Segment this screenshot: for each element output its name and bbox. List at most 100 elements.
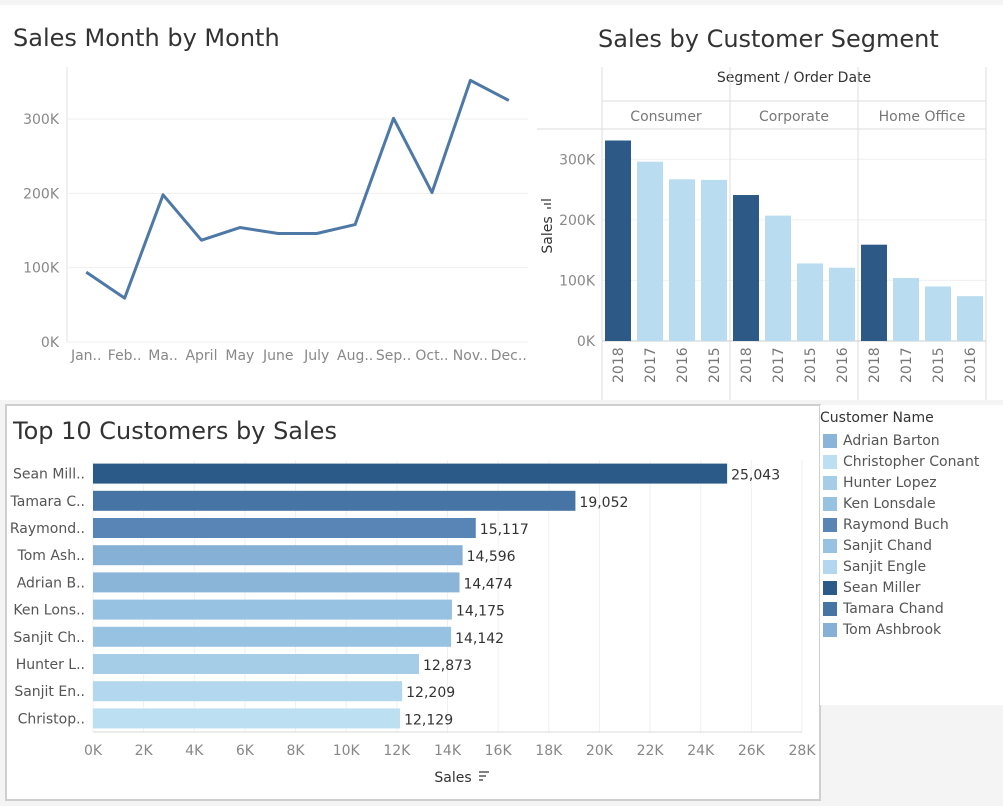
line-x-tick-label: Feb.. — [108, 348, 142, 364]
legend-swatch — [823, 496, 837, 511]
hbar-x-tick-label: 6K — [236, 743, 255, 759]
hbar-category-label: Sean Mill.. — [13, 467, 85, 483]
segment-chart-title: Sales by Customer Segment — [598, 25, 939, 53]
line-x-tick-label: Ma.. — [148, 348, 178, 364]
sales-line — [85, 78, 510, 300]
line-y-tick-label: 100K — [23, 261, 60, 277]
segment-bar — [797, 263, 823, 341]
line-x-tick-label: Jan.. — [70, 348, 101, 364]
line-x-tick-label: Aug.. — [337, 348, 373, 364]
legend-item[interactable]: Adrian Barton — [823, 430, 940, 451]
hbar-bar — [93, 545, 463, 566]
legend-swatch — [823, 601, 837, 616]
legend-item[interactable]: Sanjit Chand — [823, 535, 932, 556]
line-x-tick-label: Sep.. — [376, 348, 411, 364]
hbar-category-label: Christop.. — [18, 711, 85, 727]
hbar-x-tick-label: 26K — [738, 743, 766, 759]
hbar-x-tick-label: 2K — [135, 743, 154, 759]
legend-item[interactable]: Sean Miller — [823, 577, 921, 598]
segment-y-tick-label: 300K — [559, 152, 596, 168]
hbar-x-tick-label: 10K — [333, 743, 361, 759]
hbar-value-label: 14,142 — [455, 631, 504, 647]
segment-x-tick-label: 2017 — [899, 347, 915, 383]
customer-legend: Customer Name Adrian Barton Christopher C… — [820, 405, 1003, 705]
hbar-value-label: 19,052 — [579, 495, 628, 511]
segment-x-tick-label: 2018 — [867, 347, 883, 383]
hbar-category-label: Adrian B.. — [17, 575, 85, 591]
segment-x-tick-label: 2016 — [835, 347, 851, 383]
hbar-value-label: 12,129 — [404, 712, 453, 728]
hbar-bar — [93, 708, 401, 729]
segment-x-tick-label: 2015 — [931, 347, 947, 383]
hbar-x-tick-label: 8K — [287, 743, 306, 759]
line-x-tick-label: July — [303, 348, 329, 364]
legend-item[interactable]: Ken Lonsdale — [823, 493, 936, 514]
hbar-x-tick-label: 12K — [383, 743, 411, 759]
segment-x-tick-label: 2016 — [963, 347, 979, 383]
line-x-tick-label: Nov.. — [453, 348, 488, 364]
line-chart-title: Sales Month by Month — [13, 24, 280, 52]
hbar-x-tick-label: 20K — [586, 743, 614, 759]
hbar-category-label: Hunter L.. — [16, 657, 85, 673]
line-x-tick-label: April — [185, 348, 217, 364]
line-y-tick-label: 200K — [23, 186, 60, 202]
hbar-bar — [93, 518, 476, 538]
segment-bar — [925, 286, 951, 341]
legend-label: Adrian Barton — [843, 432, 940, 449]
hbar-category-label: Ken Lons.. — [13, 603, 85, 619]
line-chart: 0K 100K 200K 300K Jan.. Feb.. Ma.. April May June… — [23, 67, 528, 364]
legend-item[interactable]: Christopher Conant — [823, 451, 979, 472]
legend-swatch — [823, 538, 837, 553]
segment-x-tick-label: 2018 — [739, 347, 755, 383]
hbar-x-tick-label: 22K — [637, 743, 665, 759]
hbar-value-label: 14,474 — [464, 576, 513, 592]
segment-group-label: Corporate — [759, 109, 829, 125]
hbar-x-tick-label: 16K — [485, 743, 513, 759]
legend-item[interactable]: Hunter Lopez — [823, 472, 937, 493]
line-y-tick-label: 300K — [23, 112, 60, 128]
segment-bar — [637, 161, 663, 341]
hbar-x-axis-title: Sales — [434, 770, 471, 786]
top-customers-panel: Top 10 Customers by Sales 0K 2K 4K 6K 8K 10K 1… — [5, 404, 821, 801]
segment-y-tick-label: 0K — [577, 334, 596, 350]
top-customers-title: Top 10 Customers by Sales — [13, 417, 337, 445]
hbar-bar — [93, 654, 419, 674]
line-x-tick-label: Dec.. — [491, 348, 527, 364]
hbar-x-tick-label: 0K — [84, 743, 103, 759]
legend-swatch — [823, 517, 837, 532]
legend-item[interactable]: Tamara Chand — [823, 598, 944, 619]
segment-x-tick-label: 2016 — [675, 347, 691, 383]
legend-label: Sean Miller — [843, 579, 921, 596]
hbar-x-tick-label: 14K — [434, 743, 462, 759]
legend-label: Hunter Lopez — [843, 474, 937, 491]
segment-x-tick-label: 2018 — [611, 347, 627, 383]
segment-bar — [765, 215, 791, 341]
legend-label: Tamara Chand — [843, 600, 944, 617]
segment-bar — [669, 179, 695, 341]
hbar-value-label: 12,209 — [406, 685, 455, 701]
hbar-value-label: 12,873 — [423, 658, 472, 674]
hbar-category-label: Raymond.. — [10, 521, 85, 537]
legend-swatch — [823, 454, 837, 469]
hbar-x-tick-label: 28K — [789, 743, 817, 759]
segment-y-tick-label: 100K — [559, 273, 596, 289]
hbar-value-label: 14,596 — [467, 549, 516, 565]
hbar-category-label: Tamara C.. — [10, 494, 86, 510]
legend-item[interactable]: Sanjit Engle — [823, 556, 926, 577]
line-y-tick-label: 0K — [41, 335, 60, 351]
segment-bar — [733, 195, 759, 341]
legend-item[interactable]: Raymond Buch — [823, 514, 949, 535]
hbar-value-label: 15,117 — [480, 522, 529, 538]
legend-label: Christopher Conant — [843, 453, 980, 470]
segment-x-tick-label: 2017 — [771, 347, 787, 383]
segment-bar — [861, 244, 887, 341]
line-x-tick-label: Oct.. — [415, 348, 448, 364]
hbar-x-tick-label: 4K — [185, 743, 204, 759]
segment-bar — [957, 296, 983, 341]
segment-bar — [701, 179, 727, 341]
legend-swatch — [823, 475, 837, 490]
legend-label: Sanjit Engle — [843, 558, 927, 575]
legend-item[interactable]: Tom Ashbrook — [823, 619, 941, 640]
segment-bar — [829, 267, 855, 341]
segment-y-axis-title: Sales — [540, 216, 556, 253]
